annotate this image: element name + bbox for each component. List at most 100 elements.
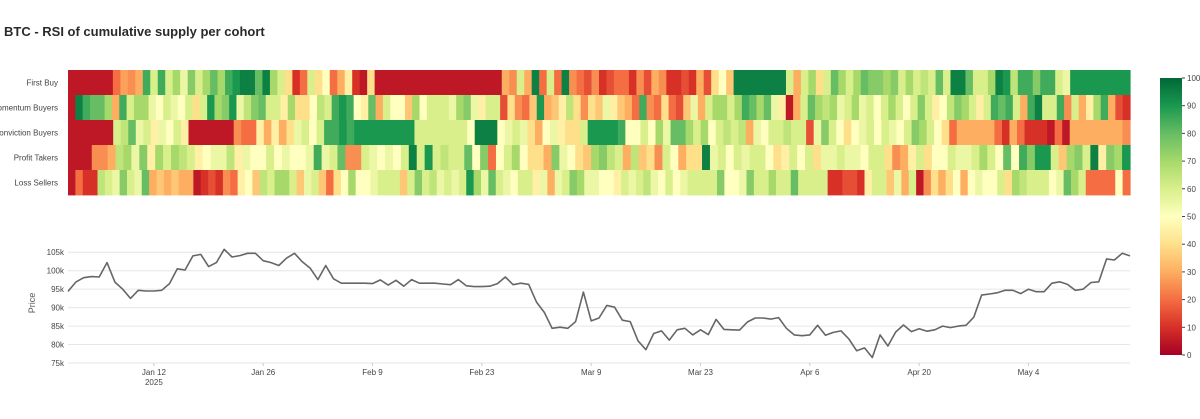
heatmap-cell xyxy=(309,120,318,146)
heatmap-cell xyxy=(821,120,830,146)
heatmap-cell xyxy=(949,120,958,146)
heatmap-cell xyxy=(467,120,476,146)
heatmap-cell xyxy=(765,145,774,171)
heatmap-cell xyxy=(904,120,913,146)
heatmap-cell xyxy=(886,170,895,196)
heatmap-cell xyxy=(1122,95,1131,121)
heatmap-cell xyxy=(583,145,592,171)
heatmap-cell xyxy=(90,170,99,196)
heatmap-cell xyxy=(1056,95,1065,121)
price-line xyxy=(67,248,1131,359)
heatmap-cell xyxy=(665,170,674,196)
heatmap-cell xyxy=(1070,70,1079,96)
heatmap-cell xyxy=(353,95,362,121)
heatmap-cell xyxy=(128,120,137,146)
heatmap-cell xyxy=(971,120,980,146)
heatmap-cell xyxy=(989,170,998,196)
heatmap-cell xyxy=(709,170,718,196)
heatmap-cell xyxy=(345,145,354,171)
heatmap-cell xyxy=(280,95,289,121)
heatmap-cell xyxy=(1002,70,1011,96)
heatmap-cell xyxy=(654,145,664,171)
heatmap-cell xyxy=(221,95,230,121)
heatmap-cell xyxy=(361,145,370,171)
x-tick-label: Feb 9 xyxy=(362,368,383,377)
heatmap-cell xyxy=(82,70,92,96)
heatmap-cell xyxy=(185,95,194,121)
heatmap-cell xyxy=(1084,120,1093,146)
heatmap-cell xyxy=(258,145,267,171)
heatmap-cell xyxy=(738,120,747,146)
heatmap-cell xyxy=(858,120,867,146)
heatmap-cell xyxy=(693,120,702,146)
heatmap-cell xyxy=(628,70,637,96)
heatmap-cell xyxy=(297,145,307,171)
heatmap-cell xyxy=(284,70,293,96)
heatmap-cell xyxy=(278,120,288,146)
heatmap-cell xyxy=(1122,145,1131,171)
heatmap-cell xyxy=(990,95,999,121)
heatmap-cell xyxy=(449,70,458,96)
heatmap-cell xyxy=(488,145,497,171)
heatmap-cell xyxy=(195,70,204,96)
heatmap-cell xyxy=(1005,95,1014,121)
x-tick-label: Jan 12 xyxy=(142,368,167,377)
heatmap-cell xyxy=(338,95,347,121)
heatmap-cell xyxy=(1114,145,1123,171)
heatmap-cell xyxy=(202,70,211,96)
heatmap-cell xyxy=(712,95,721,121)
heatmap-cell xyxy=(1003,145,1012,171)
heatmap-cell xyxy=(798,170,807,196)
colorbar-tick-label: 100 xyxy=(1187,74,1200,83)
heatmap-cell xyxy=(414,170,423,196)
heatmap-cell xyxy=(1020,95,1029,121)
heatmap-cell xyxy=(631,95,640,121)
heatmap-cell xyxy=(112,170,121,196)
heatmap-cell xyxy=(860,70,869,96)
heatmap-cell xyxy=(419,95,428,121)
heatmap-cell xyxy=(827,170,836,196)
heatmap-cell xyxy=(591,145,600,171)
heatmap-cell xyxy=(871,170,880,196)
heatmap-cell xyxy=(857,170,866,196)
heatmap-cell xyxy=(1034,145,1044,171)
heatmap-cell xyxy=(97,95,106,121)
heatmap-cell xyxy=(1098,145,1107,171)
heatmap-cell xyxy=(251,95,260,121)
heatmap-cell xyxy=(155,95,164,121)
heatmap-cell xyxy=(400,145,410,171)
heatmap-cell xyxy=(1019,170,1028,196)
heatmap-cell xyxy=(150,120,159,146)
heatmap-cell xyxy=(385,145,394,171)
heatmap-cell xyxy=(385,170,394,196)
heatmap-cell xyxy=(628,170,637,196)
heatmap-cell xyxy=(186,145,196,171)
heatmap-cell xyxy=(733,70,742,96)
heatmap-cell xyxy=(617,95,626,121)
heatmap-cell xyxy=(1090,145,1099,171)
heatmap-cell xyxy=(1107,170,1116,196)
heatmap-cell xyxy=(318,170,327,196)
heatmap-cell xyxy=(1099,120,1108,146)
heatmap-cell xyxy=(965,70,974,96)
heatmap-cell xyxy=(550,120,559,146)
heatmap-cell xyxy=(575,145,584,171)
heatmap-cell xyxy=(960,170,969,196)
heatmap-cell xyxy=(1054,120,1063,146)
heatmap-cell xyxy=(734,95,743,121)
heatmap-cell xyxy=(746,170,755,196)
heatmap-cell xyxy=(178,170,187,196)
heatmap-cell xyxy=(591,70,600,96)
heatmap-cell xyxy=(805,145,814,171)
heatmap-cell xyxy=(382,70,391,96)
heatmap-cell xyxy=(938,170,947,196)
heatmap-cell xyxy=(718,70,727,96)
heatmap-cell xyxy=(480,145,489,171)
heatmap-cell xyxy=(271,120,280,146)
heatmap-cell xyxy=(382,95,391,121)
heatmap-cell xyxy=(805,170,814,196)
heatmap-cell xyxy=(741,95,750,121)
heatmap-cell xyxy=(331,95,340,121)
heatmap-cell xyxy=(655,120,664,146)
heatmap-cell xyxy=(681,70,690,96)
